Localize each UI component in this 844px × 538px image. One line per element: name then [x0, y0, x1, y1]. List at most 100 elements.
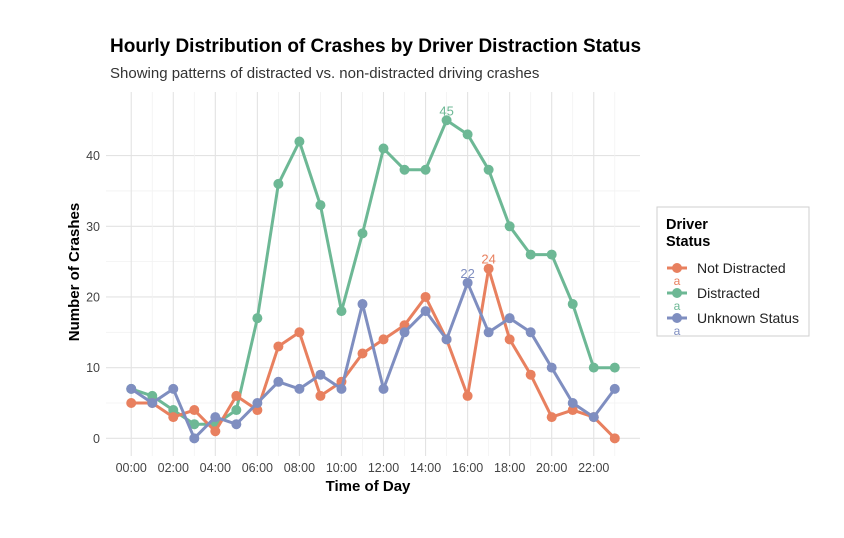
x-tick-label: 04:00	[200, 461, 231, 475]
x-tick-label: 16:00	[452, 461, 483, 475]
data-point-unknown-status	[546, 362, 557, 373]
chart-title: Hourly Distribution of Crashes by Driver…	[110, 36, 642, 57]
data-point-distracted	[420, 164, 431, 175]
data-point-distracted	[336, 306, 347, 317]
data-point-not-distracted	[231, 390, 242, 401]
legend-key-point-unknown-status	[672, 313, 682, 323]
data-point-distracted	[399, 164, 410, 175]
data-point-not-distracted	[378, 334, 389, 345]
series-distracted	[126, 115, 620, 430]
data-point-not-distracted	[294, 327, 305, 338]
data-point-distracted	[588, 362, 599, 373]
data-point-unknown-status	[294, 383, 305, 394]
data-point-distracted	[567, 299, 578, 310]
data-point-distracted	[294, 136, 305, 147]
data-point-unknown-status	[504, 313, 515, 324]
legend-key-point-distracted	[672, 288, 682, 298]
data-labels: 45 24 22	[439, 103, 496, 281]
data-point-distracted	[504, 221, 515, 232]
data-point-not-distracted	[483, 263, 494, 274]
series-unknown-status	[126, 277, 620, 444]
data-point-unknown-status	[273, 376, 284, 387]
legend-label-not-distracted: Not Distracted	[697, 260, 786, 276]
data-point-distracted	[189, 419, 200, 430]
data-point-unknown-status	[147, 397, 158, 408]
data-point-distracted	[609, 362, 620, 373]
data-point-distracted	[378, 143, 389, 154]
data-point-not-distracted	[168, 412, 179, 423]
data-point-unknown-status	[399, 327, 410, 338]
legend-key-glyph: a	[674, 299, 681, 313]
data-point-distracted	[357, 228, 368, 239]
data-point-not-distracted	[189, 405, 200, 416]
x-tick-label: 00:00	[116, 461, 147, 475]
data-point-distracted	[462, 129, 473, 140]
y-tick-label: 30	[86, 220, 100, 234]
legend-key-glyph: a	[674, 324, 681, 338]
data-point-unknown-status	[588, 412, 599, 423]
y-axis-title: Number of Crashes	[66, 203, 83, 341]
chart-subtitle: Showing patterns of distracted vs. non-d…	[110, 65, 540, 82]
data-point-unknown-status	[168, 383, 179, 394]
data-point-not-distracted	[546, 412, 557, 423]
data-point-not-distracted	[273, 341, 284, 352]
legend-key-point-not-distracted	[672, 263, 682, 273]
series-layer	[126, 115, 620, 444]
y-axis-ticks: 0 10 20 30 40	[86, 149, 100, 446]
data-point-not-distracted	[315, 390, 326, 401]
data-point-unknown-status	[252, 397, 263, 408]
data-point-distracted	[147, 390, 158, 401]
data-point-unknown-status	[609, 383, 620, 394]
data-point-distracted	[525, 249, 536, 260]
data-point-unknown-status	[231, 419, 242, 430]
data-point-distracted	[315, 200, 326, 211]
series-line-unknown-status	[129, 281, 617, 440]
data-point-unknown-status	[315, 369, 326, 380]
data-point-unknown-status	[336, 383, 347, 394]
y-tick-label: 0	[93, 432, 100, 446]
x-tick-label: 20:00	[536, 461, 567, 475]
legend-label-distracted: Distracted	[697, 285, 760, 301]
legend-key-glyph: a	[674, 274, 681, 288]
data-label: 45	[439, 103, 453, 118]
data-point-unknown-status	[483, 327, 494, 338]
x-tick-label: 10:00	[326, 461, 357, 475]
data-point-unknown-status	[210, 412, 221, 423]
data-point-unknown-status	[567, 397, 578, 408]
series-line-distracted	[129, 118, 617, 426]
data-point-distracted	[273, 178, 284, 189]
y-tick-label: 40	[86, 149, 100, 163]
data-point-distracted	[483, 164, 494, 175]
data-point-unknown-status	[378, 383, 389, 394]
data-point-not-distracted	[210, 426, 221, 437]
data-point-not-distracted	[357, 348, 368, 359]
x-tick-label: 06:00	[242, 461, 273, 475]
data-point-distracted	[168, 405, 179, 416]
data-point-not-distracted	[525, 369, 536, 380]
series-not-distracted	[126, 263, 620, 444]
x-tick-label: 08:00	[284, 461, 315, 475]
data-point-distracted	[546, 249, 557, 260]
data-point-unknown-status	[420, 306, 431, 317]
data-point-not-distracted	[567, 405, 578, 416]
legend-label-unknown-status: Unknown Status	[697, 310, 799, 326]
x-axis-title: Time of Day	[326, 478, 411, 495]
legend-title: Status	[666, 234, 710, 250]
data-point-distracted	[441, 115, 452, 126]
data-label: 24	[481, 252, 495, 267]
x-tick-label: 14:00	[410, 461, 441, 475]
legend-box	[656, 206, 810, 337]
data-point-distracted	[231, 405, 242, 416]
data-point-unknown-status	[525, 327, 536, 338]
y-tick-label: 10	[86, 361, 100, 375]
x-tick-label: 02:00	[158, 461, 189, 475]
data-point-not-distracted	[420, 291, 431, 302]
data-point-not-distracted	[126, 397, 137, 408]
legend-title: Driver	[666, 217, 708, 233]
data-point-not-distracted	[609, 433, 620, 444]
data-point-unknown-status	[462, 277, 473, 288]
data-point-distracted	[252, 313, 263, 324]
data-point-not-distracted	[462, 390, 473, 401]
